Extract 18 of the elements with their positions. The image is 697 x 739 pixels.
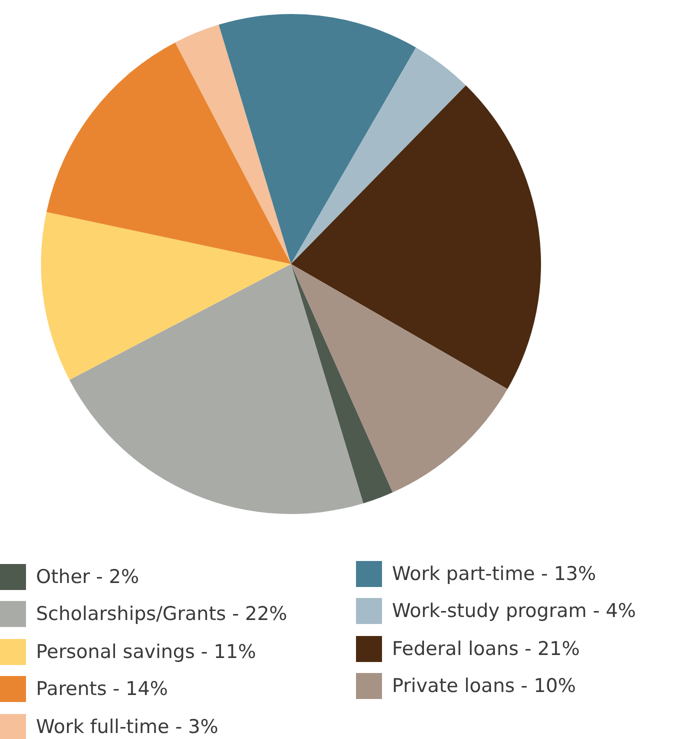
pie-slice (291, 47, 466, 264)
pie-slice (218, 14, 416, 264)
pie-slice (69, 264, 364, 514)
pie-slice (175, 24, 291, 264)
legend-label: Parents - 14% (36, 678, 168, 700)
pie-slice (291, 85, 541, 389)
legend-label: Work full-time - 3% (36, 716, 218, 738)
pie-slice (46, 42, 291, 264)
legend-label: Scholarships/Grants - 22% (36, 603, 288, 626)
legend-label: Other - 2% (36, 566, 140, 588)
legend-label: Work-study program - 4% (392, 600, 636, 622)
pie-slice (291, 264, 508, 492)
legend-label: Private loans - 10% (392, 675, 576, 698)
pie-slice (291, 264, 393, 504)
legend-label: Work part-time - 13% (392, 562, 596, 585)
legend-label: Federal loans - 21% (392, 638, 580, 660)
pie-slice (41, 212, 291, 380)
legend-label: Personal savings - 11% (36, 640, 256, 663)
